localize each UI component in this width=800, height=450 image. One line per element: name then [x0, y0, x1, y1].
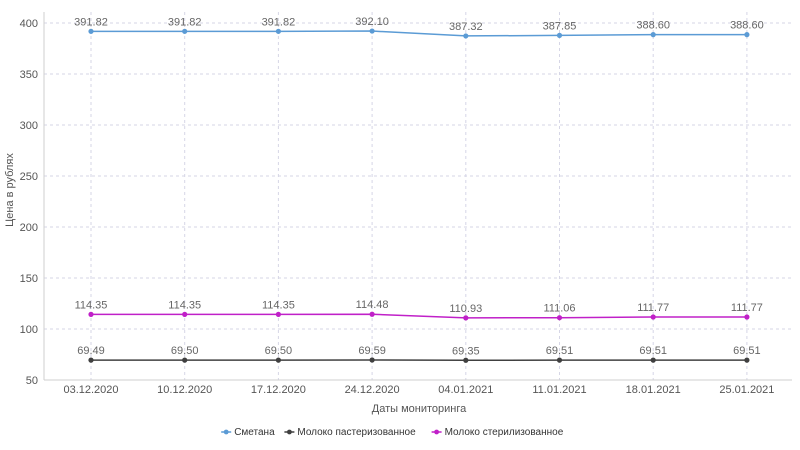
- legend-marker: [223, 429, 229, 435]
- data-label: 69.59: [358, 345, 386, 357]
- data-label: 69.51: [639, 345, 667, 357]
- data-point[interactable]: [650, 314, 656, 320]
- legend-marker: [287, 429, 292, 435]
- data-label: 111.06: [543, 303, 575, 315]
- legend-item[interactable]: Сметана: [221, 427, 275, 438]
- y-tick-label: 300: [20, 120, 38, 132]
- y-tick-label: 200: [20, 222, 38, 234]
- data-point[interactable]: [463, 33, 469, 39]
- data-label: 391.82: [262, 16, 296, 28]
- x-tick-label: 25.01.2021: [719, 384, 774, 396]
- data-point[interactable]: [275, 28, 281, 34]
- legend-item[interactable]: Молоко пастеризованное: [284, 427, 416, 438]
- x-tick-label: 24.12.2020: [345, 384, 400, 396]
- data-point[interactable]: [369, 311, 375, 317]
- axes: 50 100 150 200 250 300 350 400 03.12.2020 10.12.2…: [20, 12, 792, 396]
- data-label: 391.82: [74, 16, 108, 28]
- data-label: 114.35: [262, 299, 295, 311]
- data-point[interactable]: [463, 315, 469, 321]
- data-point[interactable]: [275, 357, 281, 363]
- data-label: 69.49: [77, 345, 105, 357]
- data-point[interactable]: [88, 311, 94, 317]
- data-point[interactable]: [744, 32, 750, 38]
- data-label: 387.32: [449, 21, 483, 33]
- series-line: [91, 30, 747, 37]
- y-tick-label: 400: [20, 18, 38, 30]
- data-label: 387.85: [543, 20, 577, 32]
- data-point[interactable]: [556, 32, 563, 38]
- data-point[interactable]: [556, 357, 563, 363]
- y-axis-title: Цена в рублях: [4, 153, 16, 227]
- data-labels: 391.82 391.82 391.82 392.10 387.32 387.85 388.…: [74, 16, 764, 357]
- legend-item[interactable]: Молоко стерилизованное: [431, 427, 564, 438]
- data-label: 388.60: [636, 20, 670, 32]
- data-label: 111.77: [731, 302, 763, 314]
- data-label: 69.50: [265, 345, 293, 357]
- legend-marker: [434, 429, 439, 435]
- data-label: 69.51: [733, 345, 761, 357]
- grid: [44, 12, 792, 381]
- series-line: [91, 313, 747, 319]
- data-label: 69.35: [452, 345, 480, 357]
- data-point[interactable]: [88, 357, 94, 363]
- data-point[interactable]: [88, 28, 94, 34]
- data-point[interactable]: [650, 32, 656, 38]
- data-point[interactable]: [369, 28, 375, 34]
- data-point[interactable]: [369, 357, 375, 363]
- data-point[interactable]: [182, 28, 188, 34]
- data-point[interactable]: [275, 311, 281, 317]
- data-label: 392.10: [355, 16, 389, 28]
- x-tick-label: 10.12.2020: [157, 384, 212, 396]
- y-tick-label: 350: [20, 69, 38, 81]
- data-label: 69.50: [171, 345, 199, 357]
- data-label: 114.48: [356, 299, 389, 311]
- data-point[interactable]: [556, 315, 563, 321]
- legend-label: Молоко стерилизованное: [445, 427, 564, 438]
- data-point[interactable]: [182, 357, 188, 363]
- y-tick-label: 100: [20, 324, 38, 336]
- series-group: [88, 28, 750, 363]
- y-tick-label: 50: [26, 375, 38, 387]
- x-tick-label: 04.01.2021: [438, 384, 493, 396]
- data-point[interactable]: [744, 314, 750, 320]
- x-tick-label: 17.12.2020: [251, 384, 306, 396]
- x-tick-label: 03.12.2020: [63, 384, 118, 396]
- data-point[interactable]: [744, 357, 750, 363]
- legend-label: Молоко пастеризованное: [297, 427, 416, 438]
- y-tick-label: 150: [20, 273, 38, 285]
- x-tick-label: 11.01.2021: [532, 384, 586, 396]
- data-point[interactable]: [463, 357, 469, 363]
- x-axis-title: Даты мониторинга: [372, 403, 467, 415]
- data-label: 391.82: [168, 16, 202, 28]
- data-label: 114.35: [168, 299, 201, 311]
- x-tick-label: 18.01.2021: [626, 384, 681, 396]
- data-label: 111.77: [637, 302, 669, 314]
- data-label: 388.60: [730, 20, 764, 32]
- data-label: 110.93: [449, 303, 482, 315]
- legend: Сметана Молоко пастеризованное Молоко стер…: [221, 427, 564, 438]
- data-point[interactable]: [650, 357, 656, 363]
- data-label: 114.35: [75, 299, 108, 311]
- legend-label: Сметана: [234, 427, 275, 438]
- data-label: 69.51: [546, 345, 574, 357]
- data-point[interactable]: [182, 311, 188, 317]
- y-tick-label: 250: [20, 171, 38, 183]
